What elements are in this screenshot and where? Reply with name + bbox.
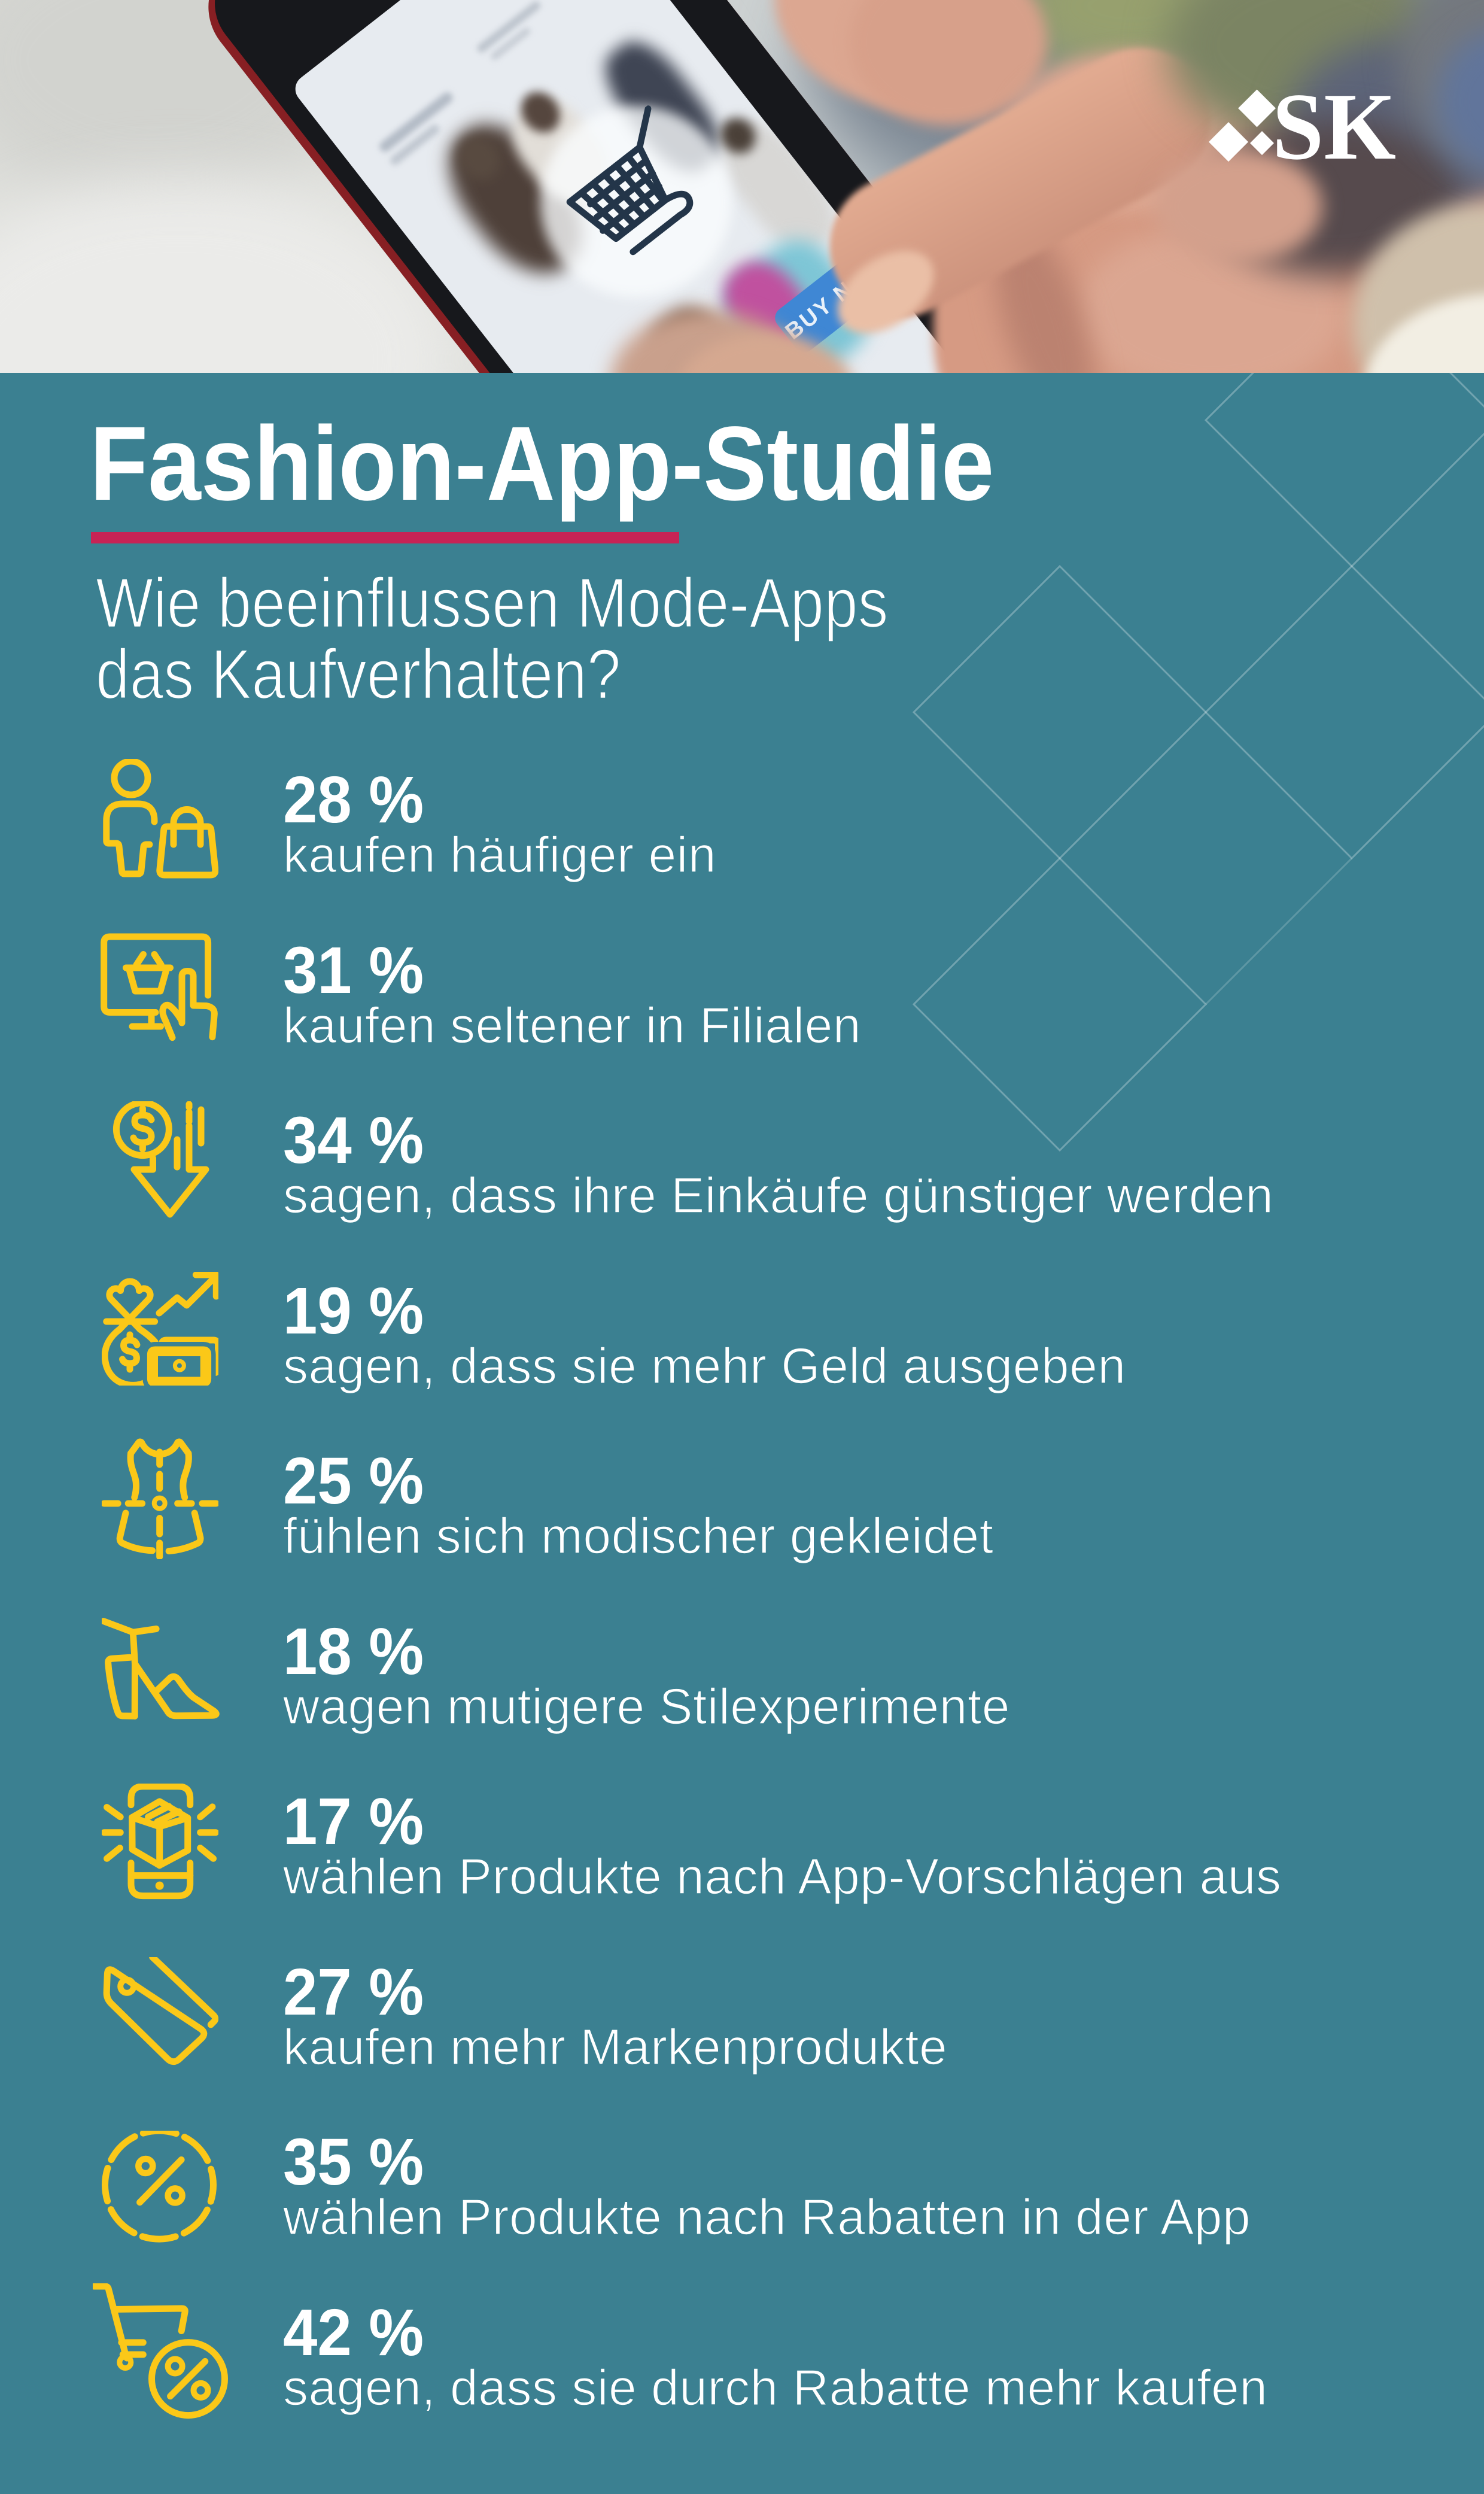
- svg-text:SK: SK: [1272, 78, 1396, 168]
